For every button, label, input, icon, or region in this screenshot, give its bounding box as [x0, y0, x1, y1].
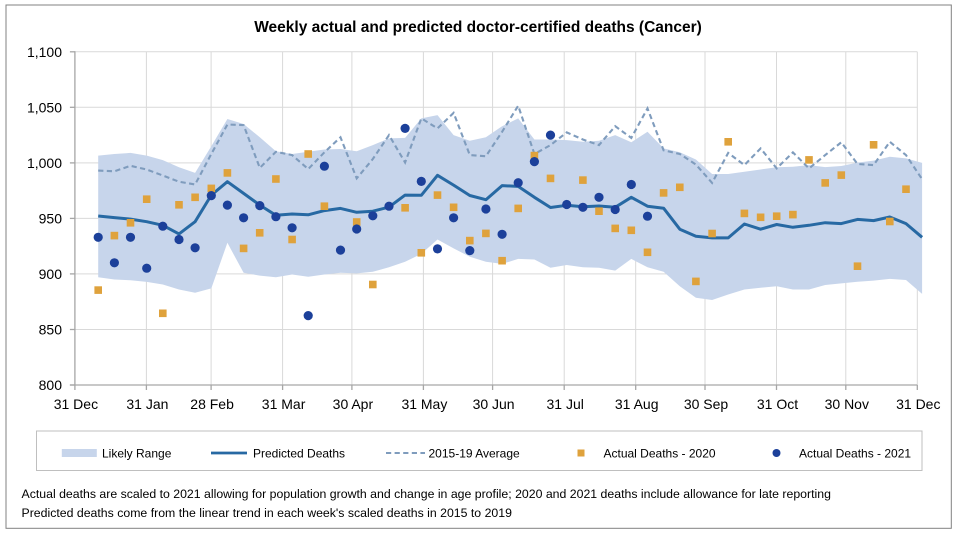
- svg-text:Weekly actual and predicted do: Weekly actual and predicted doctor-certi…: [254, 19, 702, 36]
- svg-text:Actual deaths are scaled to 20: Actual deaths are scaled to 2021 allowin…: [22, 487, 832, 501]
- svg-text:950: 950: [39, 210, 63, 226]
- svg-text:31 May: 31 May: [401, 396, 447, 412]
- svg-text:900: 900: [39, 266, 63, 282]
- svg-text:31 Aug: 31 Aug: [615, 396, 659, 412]
- svg-text:Predicted Deaths: Predicted Deaths: [253, 447, 345, 461]
- svg-text:31 Jul: 31 Jul: [547, 396, 584, 412]
- svg-text:30 Sep: 30 Sep: [684, 396, 729, 412]
- svg-text:850: 850: [39, 322, 63, 338]
- svg-text:31 Jan: 31 Jan: [126, 396, 168, 412]
- svg-text:2015-19 Average: 2015-19 Average: [429, 447, 521, 461]
- svg-text:30 Jun: 30 Jun: [473, 396, 515, 412]
- svg-text:31 Dec: 31 Dec: [896, 396, 940, 412]
- svg-text:31 Oct: 31 Oct: [757, 396, 798, 412]
- svg-text:30 Nov: 30 Nov: [825, 396, 869, 412]
- svg-text:1,100: 1,100: [27, 44, 62, 60]
- svg-text:1,000: 1,000: [27, 155, 62, 171]
- svg-text:31 Dec: 31 Dec: [54, 396, 98, 412]
- svg-text:Actual Deaths - 2020: Actual Deaths - 2020: [604, 447, 716, 461]
- svg-text:1,050: 1,050: [27, 99, 62, 115]
- svg-text:Predicted deaths come from the: Predicted deaths come from the linear tr…: [22, 506, 513, 520]
- svg-text:31 Mar: 31 Mar: [262, 396, 306, 412]
- svg-text:30 Apr: 30 Apr: [333, 396, 374, 412]
- svg-text:28 Feb: 28 Feb: [190, 396, 234, 412]
- svg-text:800: 800: [39, 377, 63, 393]
- svg-text:Likely Range: Likely Range: [102, 447, 172, 461]
- svg-text:Actual Deaths - 2021: Actual Deaths - 2021: [799, 447, 911, 461]
